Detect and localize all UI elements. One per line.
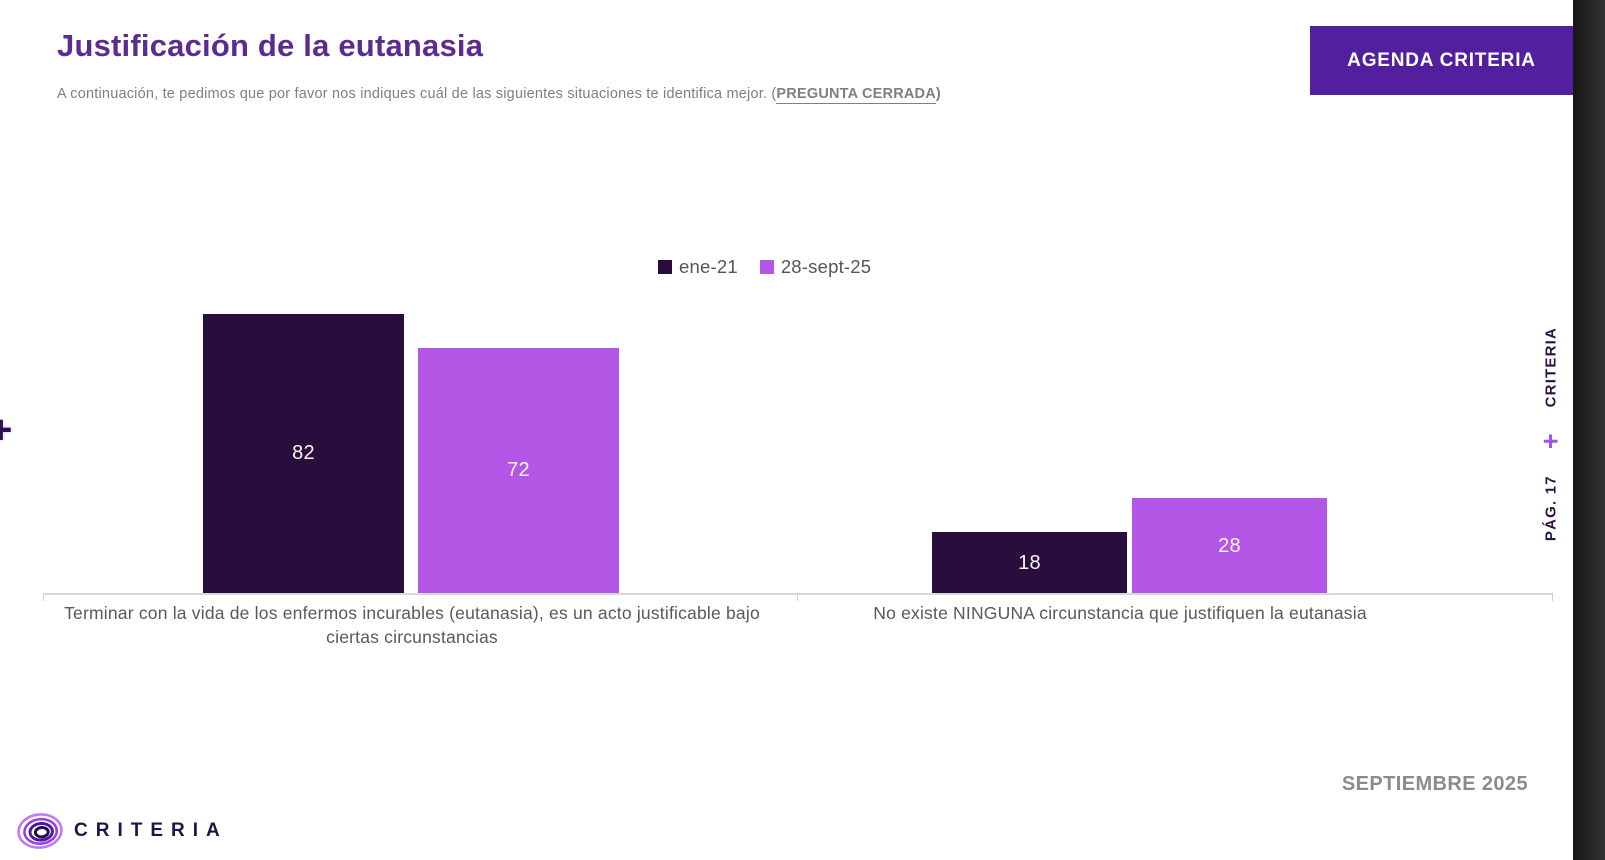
closed-question-tag: PREGUNTA CERRADA	[776, 86, 936, 104]
agenda-criteria-button[interactable]: AGENDA CRITERIA	[1310, 26, 1573, 95]
bar-28sept25-cat1: 72	[418, 347, 619, 594]
subtitle-text: A continuación, te pedimos que por favor…	[57, 86, 777, 102]
x-axis-line	[43, 593, 1553, 595]
bar-28sept25-cat2: 28	[1132, 498, 1327, 594]
category-label-1: Terminar con la vida de los enfermos inc…	[64, 603, 760, 648]
bar-ene21-cat1: 82	[203, 313, 404, 594]
x-axis-tick	[43, 593, 44, 601]
chart-legend: ene-21 28-sept-25	[658, 256, 871, 278]
legend-swatch-ene21-icon	[658, 260, 672, 274]
page-number-label: PÁG. 17	[1542, 475, 1560, 542]
report-date: SEPTIEMBRE 2025	[1341, 773, 1528, 795]
bar-value-ene21-cat1: 82	[292, 442, 315, 465]
legend-label-ene21: ene-21	[679, 256, 738, 277]
plus-icon: +	[1535, 433, 1566, 450]
category-label-2: No existe NINGUNA circunstancia que just…	[873, 603, 1367, 623]
bar-value-28sept25-cat2: 28	[1218, 534, 1241, 557]
brand-vertical-label: CRITERIA	[1542, 326, 1560, 408]
right-rail: PÁG. 17 + CRITERIA	[1536, 327, 1567, 541]
legend-label-28sept25: 28-sept-25	[780, 256, 872, 277]
plus-icon: +	[0, 408, 13, 452]
criteria-logo: CRITERIA	[16, 810, 228, 852]
legend-item-ene21: ene-21	[658, 256, 738, 278]
subtitle-closing-paren: )	[935, 86, 941, 102]
bar-value-ene21-cat2: 18	[1018, 551, 1041, 574]
bar-ene21-cat2: 18	[932, 532, 1127, 594]
x-axis-tick	[1552, 593, 1553, 601]
legend-item-28sept25: 28-sept-25	[759, 256, 872, 278]
bar-value-28sept25-cat1: 72	[507, 459, 530, 482]
right-dark-strip	[1573, 0, 1605, 860]
criteria-logo-text: CRITERIA	[74, 820, 228, 841]
criteria-rings-icon	[17, 813, 63, 849]
question-subtitle: A continuación, te pedimos que por favor…	[57, 86, 941, 104]
x-axis-tick	[797, 593, 798, 601]
page-title: Justificación de la eutanasia	[57, 28, 484, 63]
legend-swatch-28sept25-icon	[759, 260, 774, 274]
